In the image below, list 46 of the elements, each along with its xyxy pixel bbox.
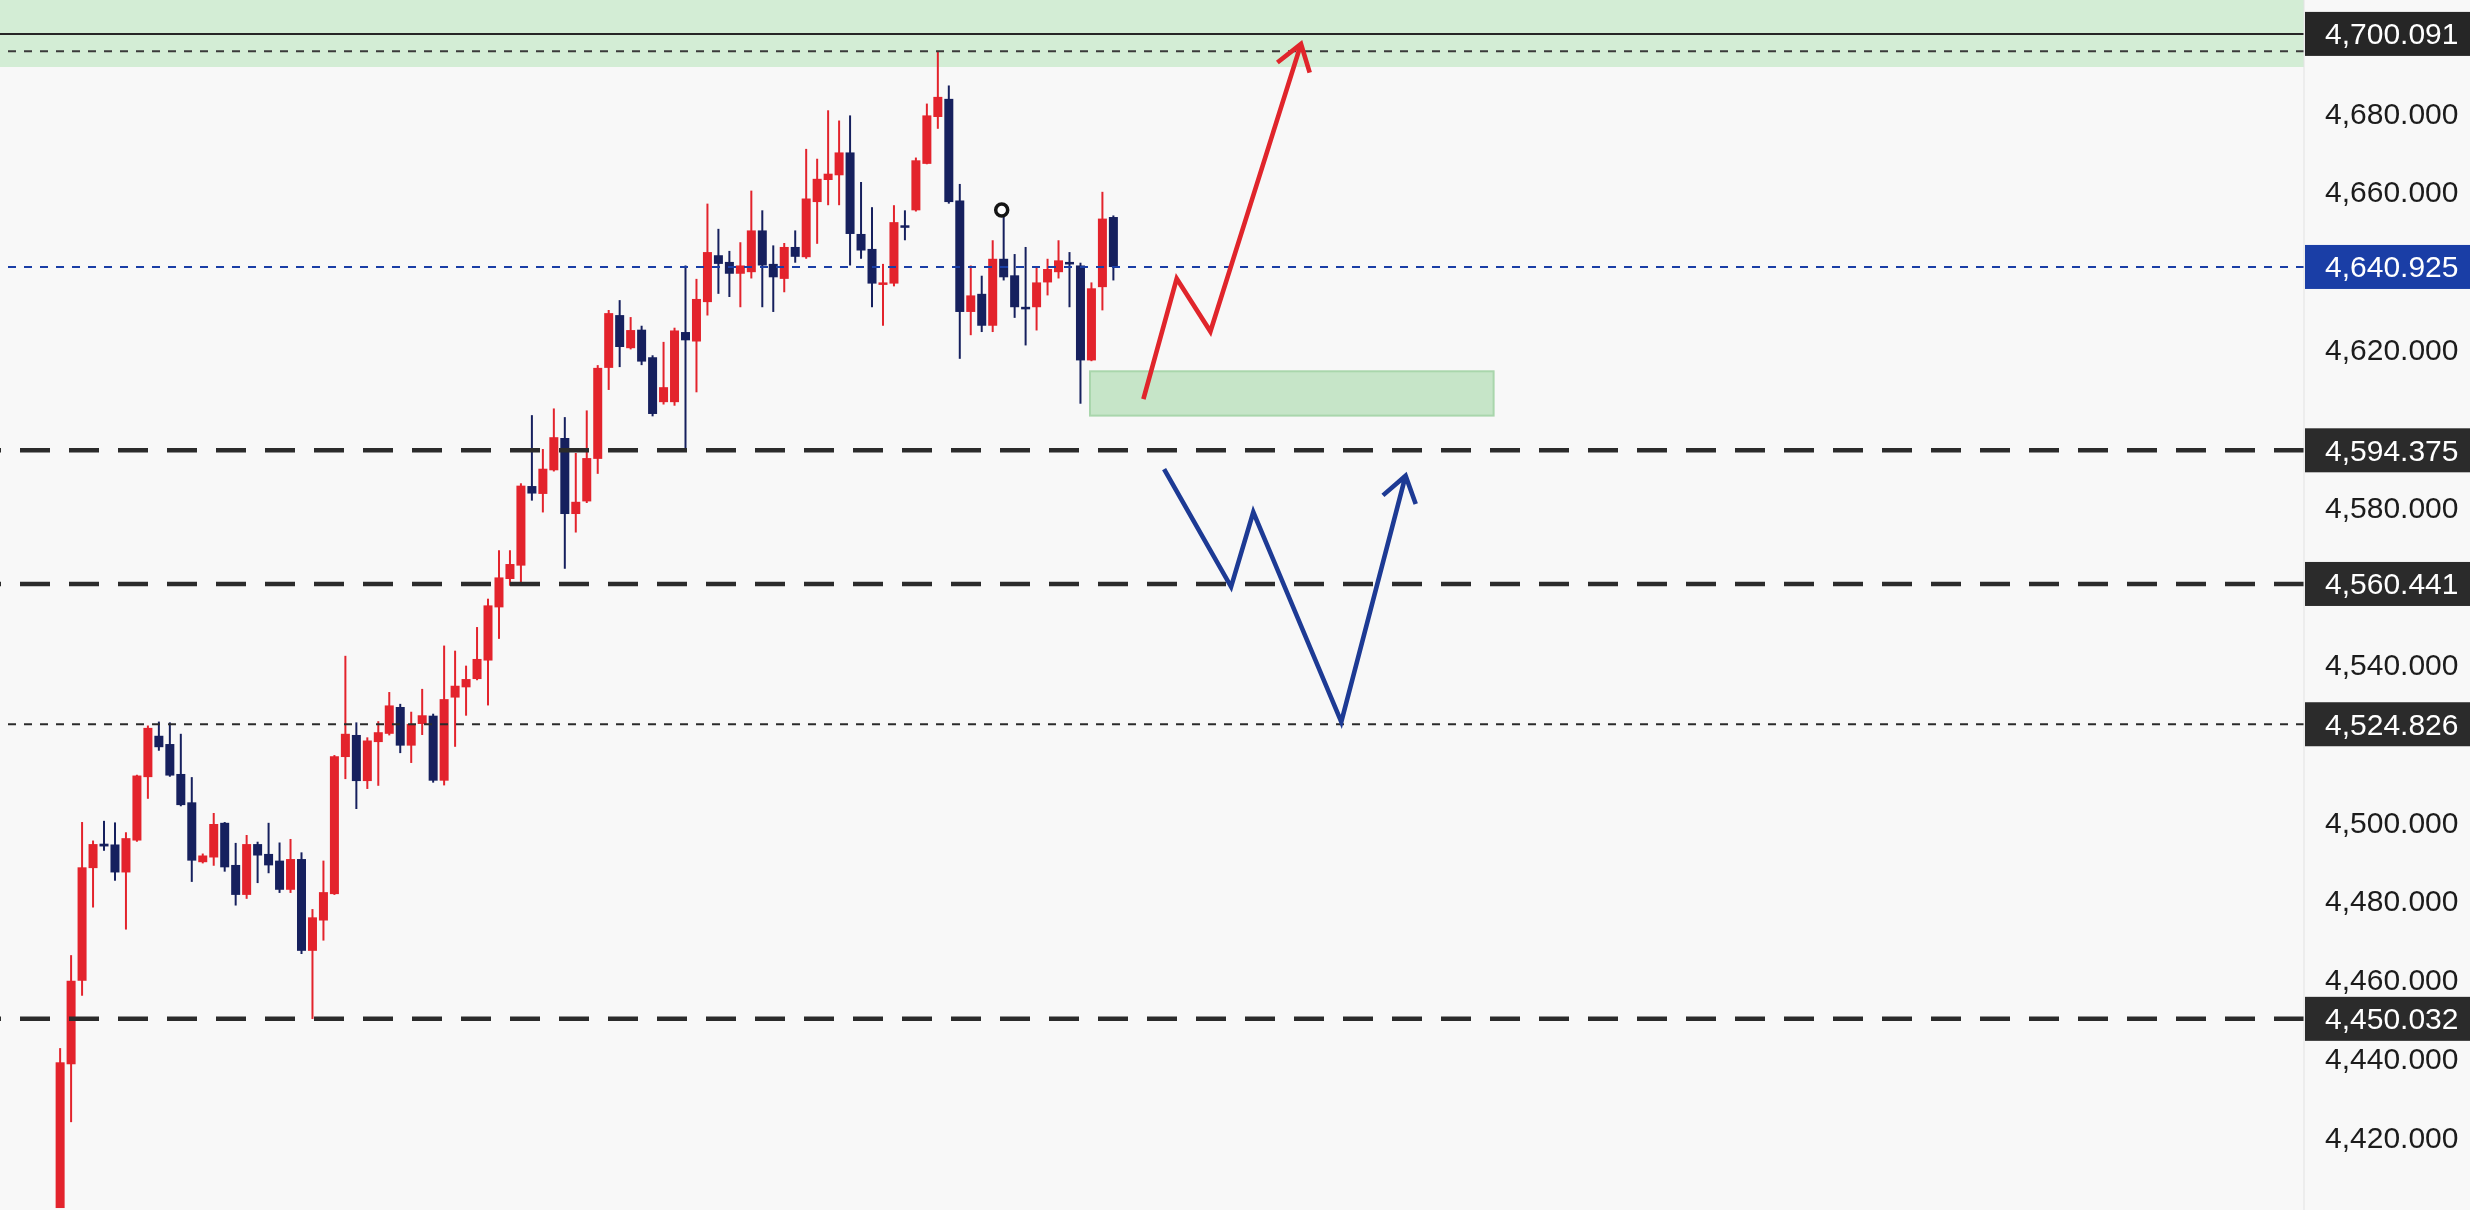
candlestick <box>823 109 833 207</box>
candlestick <box>933 49 943 130</box>
candlestick <box>1054 239 1064 280</box>
candlestick <box>790 229 800 264</box>
ref-line-label: 4,524.826 <box>2325 707 2459 741</box>
candlestick <box>812 157 822 245</box>
ref-line-label: 4,450.032 <box>2325 1002 2459 1036</box>
candlestick <box>768 244 778 313</box>
y-tick-label: 4,620.000 <box>2325 333 2459 367</box>
ref-line-label: 4,560.441 <box>2325 567 2459 601</box>
y-tick-label: 4,440.000 <box>2325 1042 2459 1076</box>
candlestick <box>900 209 910 242</box>
candlestick <box>373 720 383 787</box>
y-tick-label: 4,500.000 <box>2325 805 2459 839</box>
candlestick <box>253 840 263 885</box>
candlestick <box>461 664 471 717</box>
y-tick-label: 4,420.000 <box>2325 1120 2459 1154</box>
candlestick <box>527 414 537 502</box>
candlestick <box>735 241 745 309</box>
candlestick <box>571 451 581 534</box>
y-tick-label: 4,580.000 <box>2325 490 2459 524</box>
candlestick <box>505 549 515 587</box>
y-tick-label: 4,460.000 <box>2325 963 2459 997</box>
candlestick <box>417 687 427 736</box>
candlestick <box>1043 257 1053 297</box>
candlestick <box>406 710 416 764</box>
candlestick <box>834 119 844 207</box>
candlestick <box>626 316 636 351</box>
y-tick-label: 4,540.000 <box>2325 648 2459 682</box>
y-tick-label: 4,680.000 <box>2325 96 2459 130</box>
candlestick <box>713 227 723 295</box>
candlestick <box>966 264 976 337</box>
y-tick-label: 4,480.000 <box>2325 884 2459 918</box>
candlestick <box>659 340 669 406</box>
ref-line-label: 4,640.925 <box>2325 250 2459 284</box>
candlestick <box>878 262 888 327</box>
candlestick <box>724 249 734 298</box>
ref-line-label: 4,594.375 <box>2325 433 2459 467</box>
candlestick <box>340 654 350 781</box>
candlestick <box>264 821 274 875</box>
candlestick <box>450 649 460 748</box>
candlestick <box>856 180 866 260</box>
ref-line-label: 4,700.091 <box>2325 17 2459 51</box>
candlestick <box>472 626 482 682</box>
candlestick <box>154 720 164 752</box>
y-tick-label: 4,660.000 <box>2325 175 2459 209</box>
